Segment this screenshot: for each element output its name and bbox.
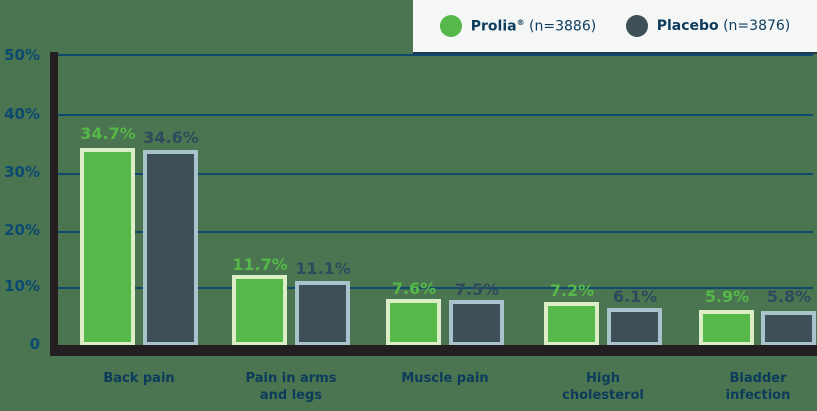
legend-item-prolia: Prolia® (n=3886) bbox=[439, 15, 597, 37]
category-label-high-cholesterol: High cholesterol bbox=[562, 371, 644, 403]
bar-value-label: 5.9% bbox=[704, 287, 750, 306]
legend-n-placebo: (n=3876) bbox=[723, 18, 791, 34]
y-tick-40: 40% bbox=[4, 105, 40, 123]
gridline-10 bbox=[58, 287, 813, 289]
registered-mark: ® bbox=[516, 17, 525, 27]
legend-n-prolia: (n=3886) bbox=[529, 18, 597, 35]
bar-prolia-high-cholesterol bbox=[544, 302, 599, 346]
bar-value-label: 6.1% bbox=[612, 287, 658, 306]
category-label-muscle-pain: Muscle pain bbox=[401, 371, 489, 386]
bar-value-label: 34.7% bbox=[80, 124, 136, 143]
legend-item-placebo: Placebo (n=3876) bbox=[625, 15, 791, 37]
bar-value-label: 34.6% bbox=[143, 128, 199, 147]
bar-value-label: 7.2% bbox=[549, 281, 595, 300]
category-label-pain-arms-legs: Pain in arms and legs bbox=[245, 371, 337, 403]
y-tick-30: 30% bbox=[4, 163, 40, 181]
bar-value-label: 5.8% bbox=[766, 287, 812, 306]
bar-prolia-bladder-infection bbox=[699, 310, 754, 346]
legend-label-prolia: Prolia bbox=[470, 18, 517, 35]
bar-placebo-back-pain bbox=[143, 150, 198, 346]
bar-value-label: 7.5% bbox=[454, 280, 500, 299]
category-label-bladder-infection: Bladder infection bbox=[725, 371, 791, 403]
y-tick-20: 20% bbox=[4, 221, 40, 239]
bar-placebo-pain-arms-legs bbox=[295, 281, 350, 346]
bar-placebo-high-cholesterol bbox=[607, 308, 662, 346]
y-tick-10: 10% bbox=[4, 277, 40, 295]
gridline-30 bbox=[58, 173, 813, 175]
bar-value-label: 7.6% bbox=[391, 279, 437, 298]
chart-legend: Prolia® (n=3886) Placebo (n=3876) bbox=[413, 0, 817, 54]
bar-placebo-bladder-infection bbox=[761, 311, 816, 346]
gridline-40 bbox=[58, 114, 813, 116]
bar-prolia-pain-arms-legs bbox=[232, 275, 287, 346]
x-axis-line bbox=[50, 345, 817, 356]
category-label-back-pain: Back pain bbox=[103, 371, 175, 386]
bar-prolia-back-pain bbox=[80, 148, 135, 346]
bar-value-label: 11.1% bbox=[295, 259, 351, 278]
y-tick-0: 0 bbox=[29, 335, 40, 353]
gridline-50 bbox=[58, 54, 813, 56]
legend-label-placebo: Placebo bbox=[656, 18, 719, 34]
bar-placebo-muscle-pain bbox=[449, 300, 504, 346]
prolia-swatch-icon bbox=[439, 15, 462, 37]
y-tick-50: 50% bbox=[4, 46, 40, 64]
gridline-20 bbox=[58, 231, 813, 233]
placebo-swatch-icon bbox=[625, 15, 648, 37]
y-axis-line bbox=[50, 52, 58, 356]
bar-value-label: 11.7% bbox=[232, 255, 288, 274]
bar-prolia-muscle-pain bbox=[386, 299, 441, 346]
